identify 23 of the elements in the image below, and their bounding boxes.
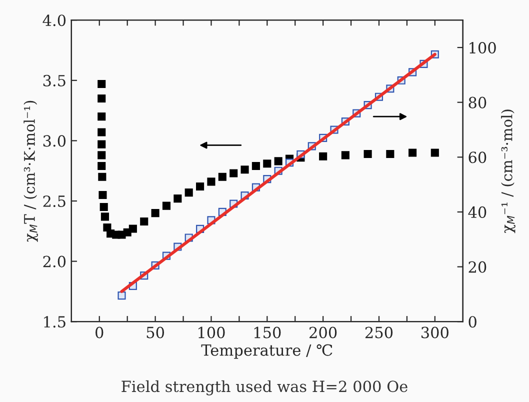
y2-tick-label: 40 xyxy=(468,206,486,218)
text: Field strength used was H=2 000 Oe xyxy=(122,380,408,396)
y2-tick-label: 60 xyxy=(468,152,486,164)
y2-tick-label: 80 xyxy=(468,96,486,108)
y-tick-label: 2.0 xyxy=(43,256,66,268)
y2-tick-label: 0 xyxy=(468,316,476,328)
x-tick-label: 300 xyxy=(422,326,448,338)
y-tick-label: 3.0 xyxy=(43,135,66,147)
x-tick-label: 50 xyxy=(146,326,164,338)
y-tick-label: 2.5 xyxy=(43,195,66,208)
y-tick-label: 1.5 xyxy=(44,316,66,328)
y2-axis-title: χ$_{M}$⁻¹ / (cm⁻³·mol) xyxy=(501,110,516,234)
y-tick-label: 3.5 xyxy=(43,74,66,86)
y2-tick-label: 100 xyxy=(470,42,496,54)
y-tick-label: 4.0 xyxy=(42,14,66,26)
x-tick-label: 250 xyxy=(365,326,393,338)
y-axis-title: χ$_{M}$T / (cm³·K·mol⁻¹) xyxy=(24,100,38,242)
x-tick-label: 200 xyxy=(310,326,337,338)
x-tick-label: 100 xyxy=(198,326,225,338)
y2-tick-label: 20 xyxy=(468,261,486,273)
x-tick-label: 150 xyxy=(254,326,281,338)
x-tick-label: 0 xyxy=(96,326,104,338)
x-axis-title: Temperature / ℃ xyxy=(201,344,332,359)
